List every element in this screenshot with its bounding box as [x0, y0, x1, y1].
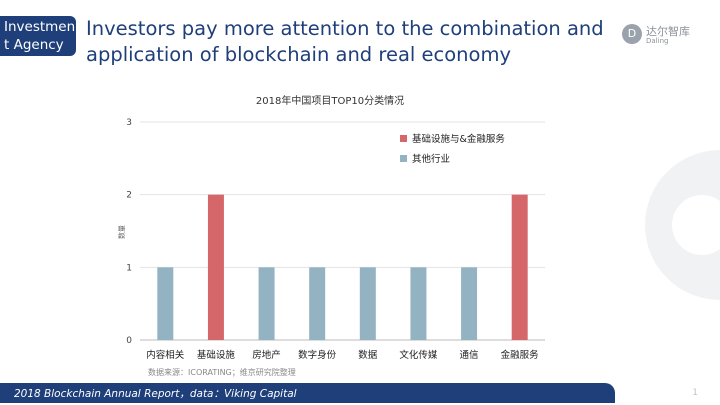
x-tick-label: 金融服务: [501, 349, 540, 361]
y-tick-label: 2: [126, 191, 132, 201]
y-tick-label: 0: [126, 336, 132, 346]
bar-1: [157, 267, 174, 340]
x-tick-label: 通信: [460, 349, 479, 361]
bar-5: [359, 267, 376, 340]
page-number: 1: [692, 388, 698, 398]
dd-icon: D: [622, 24, 642, 44]
daling-logo: D 达尔智库 Daling: [622, 20, 702, 52]
x-tick-label: 数字身份: [298, 349, 337, 361]
x-tick-label: 基础设施: [197, 349, 236, 361]
legend-label: 其他行业: [412, 153, 450, 165]
source-note: 数据来源：ICORATING；维京研究院整理: [148, 368, 296, 377]
x-tick-label: 文化传媒: [399, 349, 438, 361]
footer-text: 2018 Blockchain Annual Report，data：Vikin…: [14, 388, 297, 400]
x-tick-label: 数据: [358, 349, 378, 361]
legend-label: 基础设施与&金融服务: [412, 133, 505, 145]
decorative-shape: [645, 150, 720, 300]
footer-bar: 2018 Blockchain Annual Report，data：Vikin…: [0, 383, 615, 403]
logo-name-cn: 达尔智库: [646, 25, 690, 38]
page-title: Investors pay more attention to the comb…: [86, 17, 604, 66]
bar-2: [207, 194, 224, 340]
chart-title: 2018年中国项目TOP10分类情况: [255, 96, 405, 107]
bar-7: [461, 267, 478, 340]
x-tick-label: 内容相关: [146, 349, 185, 361]
y-tick-label: 3: [126, 118, 132, 128]
bar-4: [309, 267, 326, 340]
bar-3: [258, 267, 275, 340]
bar-8: [511, 194, 528, 340]
y-axis-label: 数量: [117, 225, 126, 239]
bar-chart: 2018年中国项目TOP10分类情况 0 1 2 3 数量内容相关 基础设施 房地产 数字身份…: [110, 92, 550, 382]
legend-swatch: [400, 135, 407, 142]
logo-name-en: Daling: [646, 37, 669, 45]
legend-swatch: [400, 155, 407, 162]
investment-agency-tag: Investment Agency: [0, 16, 76, 56]
bar-6: [410, 267, 427, 340]
y-tick-label: 1: [126, 263, 132, 273]
x-tick-label: 房地产: [252, 349, 281, 361]
